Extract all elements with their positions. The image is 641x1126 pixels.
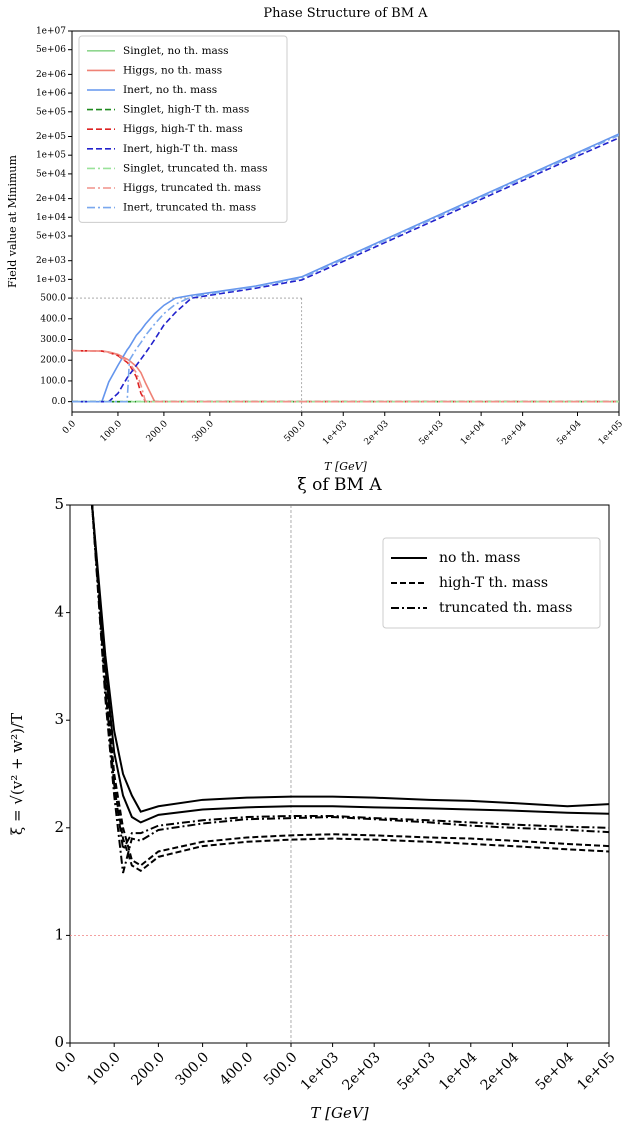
series-line <box>91 505 609 867</box>
legend-label: no th. mass <box>439 550 520 566</box>
series-line <box>72 134 619 403</box>
legend-label: Higgs, high-T th. mass <box>123 123 243 135</box>
x-tick-label: 1e+04 <box>459 419 488 448</box>
y-tick-label: 0.0 <box>52 397 67 407</box>
series-line <box>91 505 609 813</box>
x-tick-label: 5e+04 <box>555 419 584 448</box>
series-line <box>72 349 619 403</box>
series-line <box>72 133 619 403</box>
legend-label: Singlet, truncated th. mass <box>123 162 268 174</box>
y-tick-label: 5e+05 <box>36 107 66 117</box>
x-tick-label: 2e+04 <box>500 419 529 448</box>
y-tick-label: 5e+03 <box>36 231 66 241</box>
x-tick-label: 100.0 <box>99 419 124 444</box>
x-tick-label: 1e+04 <box>436 1049 480 1093</box>
legend-box <box>78 35 288 223</box>
y-tick-label: 5e+04 <box>36 169 66 179</box>
legend-box <box>382 537 601 629</box>
y-tick-label: 500.0 <box>40 294 66 304</box>
y-tick-label: 4 <box>54 603 64 621</box>
x-tick-label: 1e+05 <box>597 419 626 448</box>
chart-title: Phase Structure of BM A <box>263 6 428 21</box>
y-tick-label: 2 <box>54 818 64 836</box>
x-axis-label: T [GeV] <box>324 460 367 473</box>
x-tick-label: 1e+03 <box>321 419 350 448</box>
y-tick-label: 1 <box>54 925 64 943</box>
x-tick-label: 200.0 <box>128 1049 168 1089</box>
y-tick-label: 3 <box>54 710 64 728</box>
series-line <box>72 349 619 403</box>
y-tick-label: 0 <box>54 1033 64 1051</box>
y-tick-label: 300.0 <box>40 335 66 345</box>
x-tick-label: 400.0 <box>217 1049 257 1089</box>
y-tick-label: 2e+03 <box>36 256 66 266</box>
x-tick-label: 5e+04 <box>533 1049 577 1093</box>
y-tick-label: 2e+05 <box>36 132 66 142</box>
y-tick-label: 1e+03 <box>36 275 66 285</box>
legend-label: Inert, truncated th. mass <box>123 202 256 214</box>
y-tick-label: 2e+04 <box>36 194 66 204</box>
x-tick-label: 100.0 <box>84 1049 124 1089</box>
plot-area <box>91 505 609 874</box>
x-tick-label: 5e+03 <box>394 1049 438 1093</box>
plot-frame <box>69 504 610 1044</box>
y-tick-label: 5e+06 <box>36 45 66 55</box>
x-tick-label: 0.0 <box>61 419 78 436</box>
x-tick-label: 2e+04 <box>478 1049 522 1093</box>
x-tick-label: 5e+03 <box>417 419 446 448</box>
y-tick-label: 1e+05 <box>36 151 66 161</box>
x-tick-label: 2e+03 <box>363 419 392 448</box>
x-axis-label: T [GeV] <box>310 1104 368 1122</box>
x-tick-label: 2e+03 <box>339 1049 383 1093</box>
legend-label: Inert, high-T th. mass <box>123 143 238 155</box>
y-tick-label: 1e+07 <box>36 27 66 37</box>
x-tick-label: 300.0 <box>173 1049 213 1089</box>
series-line <box>72 349 619 403</box>
plot-area <box>72 133 619 403</box>
series-line <box>91 505 609 853</box>
legend-label: Higgs, no th. mass <box>123 64 222 76</box>
x-tick-label: 300.0 <box>191 419 216 444</box>
legend-label: Singlet, no th. mass <box>123 45 229 57</box>
x-tick-label: 200.0 <box>145 419 170 444</box>
series-line <box>72 137 619 403</box>
x-tick-label: 1e+03 <box>298 1049 342 1093</box>
y-tick-label: 5 <box>54 495 64 513</box>
legend-label: Singlet, high-T th. mass <box>123 104 249 116</box>
y-axis-label: ξ = √(v² + w²)/T <box>8 713 26 835</box>
y-tick-label: 100.0 <box>40 376 66 386</box>
legend-label: Inert, no th. mass <box>123 84 217 96</box>
y-tick-label: 400.0 <box>40 314 66 324</box>
legend-label: Higgs, truncated th. mass <box>123 182 261 194</box>
legend-label: high-T th. mass <box>439 575 548 591</box>
y-tick-label: 1e+04 <box>36 213 66 223</box>
y-axis-label: Field value at Minimum <box>6 154 19 287</box>
x-tick-label: 1e+05 <box>574 1049 618 1093</box>
x-tick-label: 500.0 <box>261 1049 301 1089</box>
chart-title: ξ of BM A <box>297 475 382 495</box>
y-tick-label: 2e+06 <box>36 70 66 80</box>
legend-label: truncated th. mass <box>439 600 572 616</box>
series-line <box>91 505 609 874</box>
x-tick-label: 500.0 <box>283 419 308 444</box>
x-tick-label: 0.0 <box>53 1049 80 1076</box>
y-tick-label: 1e+06 <box>36 89 66 99</box>
y-tick-label: 200.0 <box>40 356 66 366</box>
series-line <box>91 505 609 824</box>
plot-frame <box>71 30 620 413</box>
